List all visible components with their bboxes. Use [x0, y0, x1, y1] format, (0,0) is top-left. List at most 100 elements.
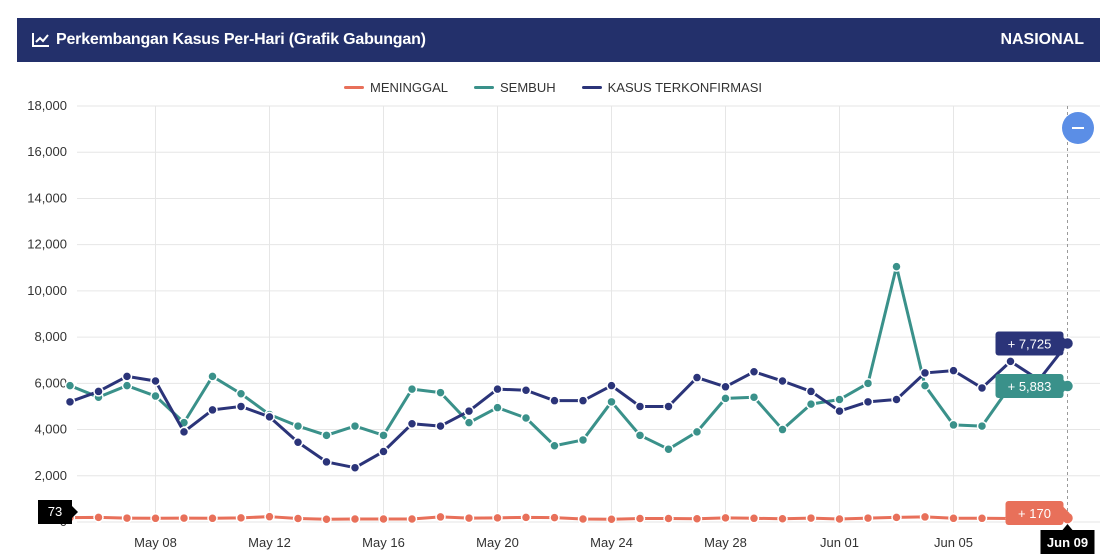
data-point-kasus[interactable]	[207, 404, 218, 416]
data-point-sembuh[interactable]	[862, 378, 874, 389]
data-point-kasus[interactable]	[150, 375, 161, 387]
data-point-kasus[interactable]	[64, 396, 76, 408]
data-point-meninggal[interactable]	[663, 513, 674, 524]
data-point-sembuh[interactable]	[948, 419, 959, 431]
data-point-meninggal[interactable]	[463, 512, 475, 524]
data-point-sembuh[interactable]	[321, 430, 332, 441]
data-point-meninggal[interactable]	[549, 512, 560, 523]
data-point-sembuh[interactable]	[891, 261, 902, 272]
data-point-meninggal[interactable]	[292, 513, 304, 524]
data-point-sembuh[interactable]	[663, 443, 674, 455]
data-point-kasus[interactable]	[691, 372, 703, 383]
data-point-sembuh[interactable]	[235, 388, 247, 399]
data-point-kasus[interactable]	[121, 371, 133, 382]
data-point-sembuh[interactable]	[64, 380, 76, 391]
data-point-sembuh[interactable]	[691, 426, 703, 438]
data-point-kasus[interactable]	[549, 395, 560, 406]
data-point-sembuh[interactable]	[378, 430, 389, 441]
data-point-meninggal[interactable]	[406, 513, 418, 525]
data-point-sembuh[interactable]	[520, 412, 532, 424]
data-point-meninggal[interactable]	[834, 513, 845, 525]
data-point-kasus[interactable]	[292, 437, 304, 448]
data-point-meninggal[interactable]	[178, 512, 190, 524]
data-point-sembuh[interactable]	[207, 371, 218, 382]
data-point-kasus[interactable]	[321, 456, 332, 468]
data-point-meninggal[interactable]	[691, 513, 703, 525]
data-point-meninggal[interactable]	[349, 513, 361, 525]
data-point-kasus[interactable]	[264, 411, 275, 423]
data-point-kasus[interactable]	[378, 446, 389, 457]
data-point-meninggal[interactable]	[492, 512, 503, 524]
data-point-sembuh[interactable]	[805, 398, 817, 410]
data-point-sembuh[interactable]	[834, 394, 845, 405]
data-point-kasus[interactable]	[520, 385, 532, 396]
data-point-kasus[interactable]	[463, 405, 475, 417]
data-point-kasus[interactable]	[606, 380, 617, 391]
data-point-sembuh[interactable]	[976, 420, 988, 432]
data-point-meninggal[interactable]	[748, 513, 760, 524]
data-point-kasus[interactable]	[891, 394, 902, 405]
data-point-meninggal[interactable]	[577, 513, 589, 525]
data-point-meninggal[interactable]	[862, 512, 874, 524]
data-point-sembuh[interactable]	[720, 393, 731, 404]
data-point-sembuh[interactable]	[492, 402, 503, 413]
data-point-sembuh[interactable]	[777, 424, 788, 435]
data-point-kasus[interactable]	[492, 383, 503, 395]
data-point-kasus[interactable]	[862, 396, 874, 408]
data-point-meninggal[interactable]	[891, 512, 902, 523]
data-point-meninggal[interactable]	[520, 512, 532, 523]
data-point-meninggal[interactable]	[435, 511, 446, 523]
data-point-meninggal[interactable]	[378, 513, 389, 525]
data-point-kasus[interactable]	[577, 395, 589, 406]
data-point-sembuh[interactable]	[549, 440, 560, 451]
data-point-meninggal[interactable]	[720, 512, 731, 524]
data-point-sembuh[interactable]	[919, 380, 931, 391]
data-point-kasus[interactable]	[634, 401, 646, 412]
legend-item-kasus[interactable]: KASUS TERKONFIRMASI	[581, 80, 762, 95]
data-point-sembuh[interactable]	[634, 430, 646, 441]
data-point-kasus[interactable]	[919, 367, 931, 379]
data-point-kasus[interactable]	[1005, 356, 1016, 367]
data-point-sembuh[interactable]	[292, 420, 304, 432]
data-point-kasus[interactable]	[948, 365, 959, 376]
data-point-kasus[interactable]	[178, 426, 190, 438]
legend-item-sembuh[interactable]: SEMBUH	[474, 80, 556, 95]
data-point-kasus[interactable]	[349, 462, 361, 473]
data-point-kasus[interactable]	[663, 401, 674, 412]
data-point-meninggal[interactable]	[805, 512, 817, 524]
data-point-kasus[interactable]	[93, 386, 104, 397]
data-point-sembuh[interactable]	[463, 417, 475, 428]
data-point-kasus[interactable]	[777, 375, 788, 387]
data-point-kasus[interactable]	[748, 366, 760, 378]
data-point-meninggal[interactable]	[235, 512, 247, 524]
data-point-meninggal[interactable]	[321, 513, 332, 525]
data-point-meninggal[interactable]	[150, 513, 161, 524]
data-point-sembuh[interactable]	[748, 391, 760, 403]
data-point-sembuh[interactable]	[435, 387, 446, 398]
data-point-meninggal[interactable]	[948, 513, 959, 524]
data-point-meninggal[interactable]	[606, 513, 617, 525]
data-point-sembuh[interactable]	[349, 420, 361, 432]
data-point-kasus[interactable]	[976, 382, 988, 394]
data-point-meninggal[interactable]	[121, 512, 133, 524]
data-point-kasus[interactable]	[834, 405, 845, 417]
legend-item-meninggal[interactable]: MENINGGAL	[344, 80, 448, 95]
data-point-sembuh[interactable]	[577, 434, 589, 446]
data-point-meninggal[interactable]	[634, 513, 646, 524]
data-point-sembuh[interactable]	[121, 380, 133, 391]
data-point-sembuh[interactable]	[406, 383, 418, 395]
data-point-kasus[interactable]	[235, 401, 247, 412]
data-point-kasus[interactable]	[435, 420, 446, 432]
reset-zoom-button[interactable]	[1062, 112, 1094, 144]
data-point-sembuh[interactable]	[150, 390, 161, 402]
data-point-meninggal[interactable]	[207, 513, 218, 524]
data-point-kasus[interactable]	[720, 381, 731, 393]
data-point-kasus[interactable]	[805, 386, 817, 397]
data-point-kasus[interactable]	[406, 418, 418, 430]
data-point-meninggal[interactable]	[264, 511, 275, 522]
data-point-meninggal[interactable]	[93, 512, 104, 523]
data-point-sembuh[interactable]	[606, 396, 617, 408]
data-point-meninggal[interactable]	[919, 511, 931, 523]
data-point-meninggal[interactable]	[777, 513, 788, 525]
